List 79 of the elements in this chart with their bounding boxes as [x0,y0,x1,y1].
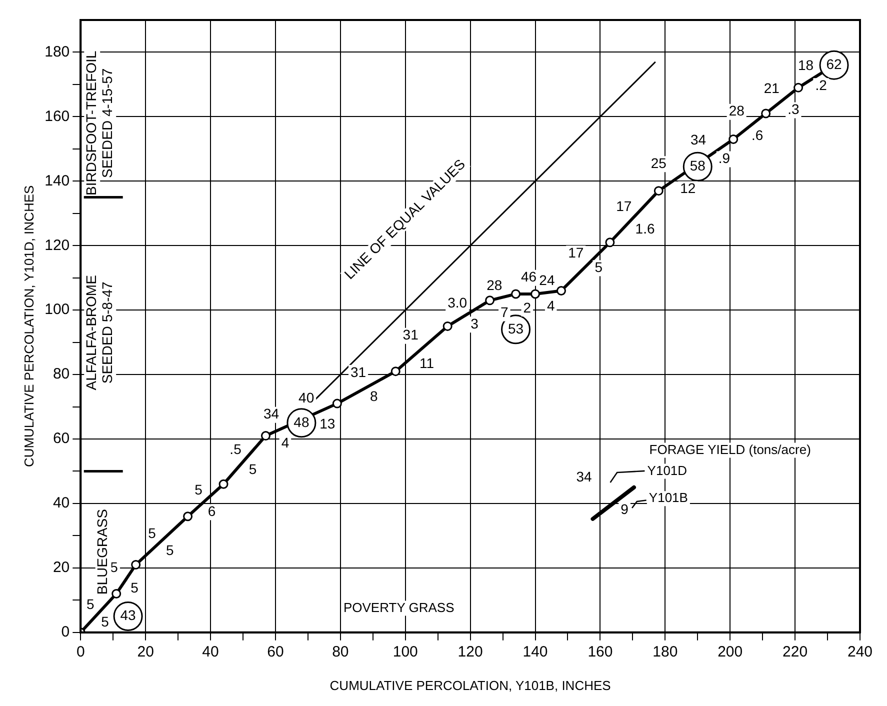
x-tick-label: 20 [137,644,154,661]
annotation: 21 [764,80,780,96]
annotation: 28 [728,102,745,119]
annotation: 17 [616,198,632,214]
x-tick-label: 140 [522,644,548,661]
annotation: 31 [350,364,366,380]
annotation: 18 [798,56,814,73]
x-tick-label: 240 [847,644,873,661]
x-tick-label: 120 [458,644,483,661]
y-tick-label: 180 [44,43,70,60]
annotation: 3.0 [448,294,468,310]
y-tick-label: 80 [52,366,70,383]
annotation: 58 [690,158,706,174]
annotation: 13 [320,415,336,432]
y-tick-label: 60 [52,430,70,448]
annotation: Y101B [648,490,688,506]
x-tick-label: 80 [332,644,349,661]
annotation: 5 [248,461,257,478]
x-axis-title: CUMULATIVE PERCOLATION, Y101B, INCHES [330,678,612,693]
x-tick-label: 0 [76,644,85,661]
annotation: 11 [420,354,434,371]
annotation: .3 [788,101,800,118]
y-tick-label: 160 [44,108,70,125]
annotation: 5 [594,259,603,276]
annotation: 4 [546,298,555,314]
annotation: 9 [620,500,629,517]
annotation: .6 [752,126,764,143]
annotation: 17 [568,244,584,261]
annotation: 5 [166,542,174,558]
y-tick-label: 0 [61,624,70,641]
y-axis-title: CUMULATIVE PERCOLATION, Y101D, INCHES [21,185,36,468]
annotation: 8 [370,388,378,404]
annotation: BLUEGRASS [94,509,110,595]
annotation: POVERTY GRASS [343,600,455,615]
annotation: 6 [208,503,216,520]
annotation: 28 [486,276,502,293]
annotation: BIRDSFOOT-TREFOIL SEEDED 4-15-57 [82,50,115,196]
x-tick-label: 200 [718,644,743,661]
annotation: .2 [815,76,828,93]
annotation: 24 [539,272,555,288]
annotation: 5 [101,614,110,630]
annotation: 25 [650,154,667,171]
x-tick-label: 60 [267,644,284,661]
y-tick-label: 40 [52,494,70,512]
annotation: 12 [680,180,696,196]
annotation: 34 [576,468,592,485]
annotation: 5 [148,524,156,541]
annotation: 43 [120,607,136,624]
y-tick-label: 120 [44,236,70,254]
annotation: Y101D [647,462,688,478]
y-tick-label: 20 [52,559,70,576]
annotation: 34 [690,132,706,148]
annotation: FORAGE YIELD (tons/acre) [649,442,811,457]
annotation: 1.6 [635,220,655,236]
annotation: 62 [826,56,842,72]
annotation: 34 [263,406,280,422]
annotation: 3 [470,315,479,332]
x-tick-label: 180 [652,644,678,661]
annotation: 7 [500,304,509,320]
x-tick-label: 40 [202,644,219,661]
y-tick-label: 140 [44,172,70,190]
annotation: 31 [402,326,419,343]
annotation: 2 [523,299,532,316]
x-tick-label: 220 [782,644,808,661]
annotation: 4 [281,434,290,451]
x-tick-label: 100 [392,644,418,661]
annotation: 5 [110,558,118,575]
annotation: 46 [520,268,537,285]
annotation: 40 [298,390,314,406]
y-tick-label: 100 [44,301,70,318]
annotation: 5 [86,596,94,612]
x-tick-label: 160 [588,644,613,661]
annotation: 5 [130,580,139,596]
annotation: 5 [194,481,203,498]
annotation: .5 [230,441,242,458]
annotation: ALFALFA-BROME SEEDED 5-8-47 [82,275,115,390]
annotation: 48 [294,414,310,430]
annotation: .9 [718,150,730,166]
annotation: 53 [508,320,524,336]
